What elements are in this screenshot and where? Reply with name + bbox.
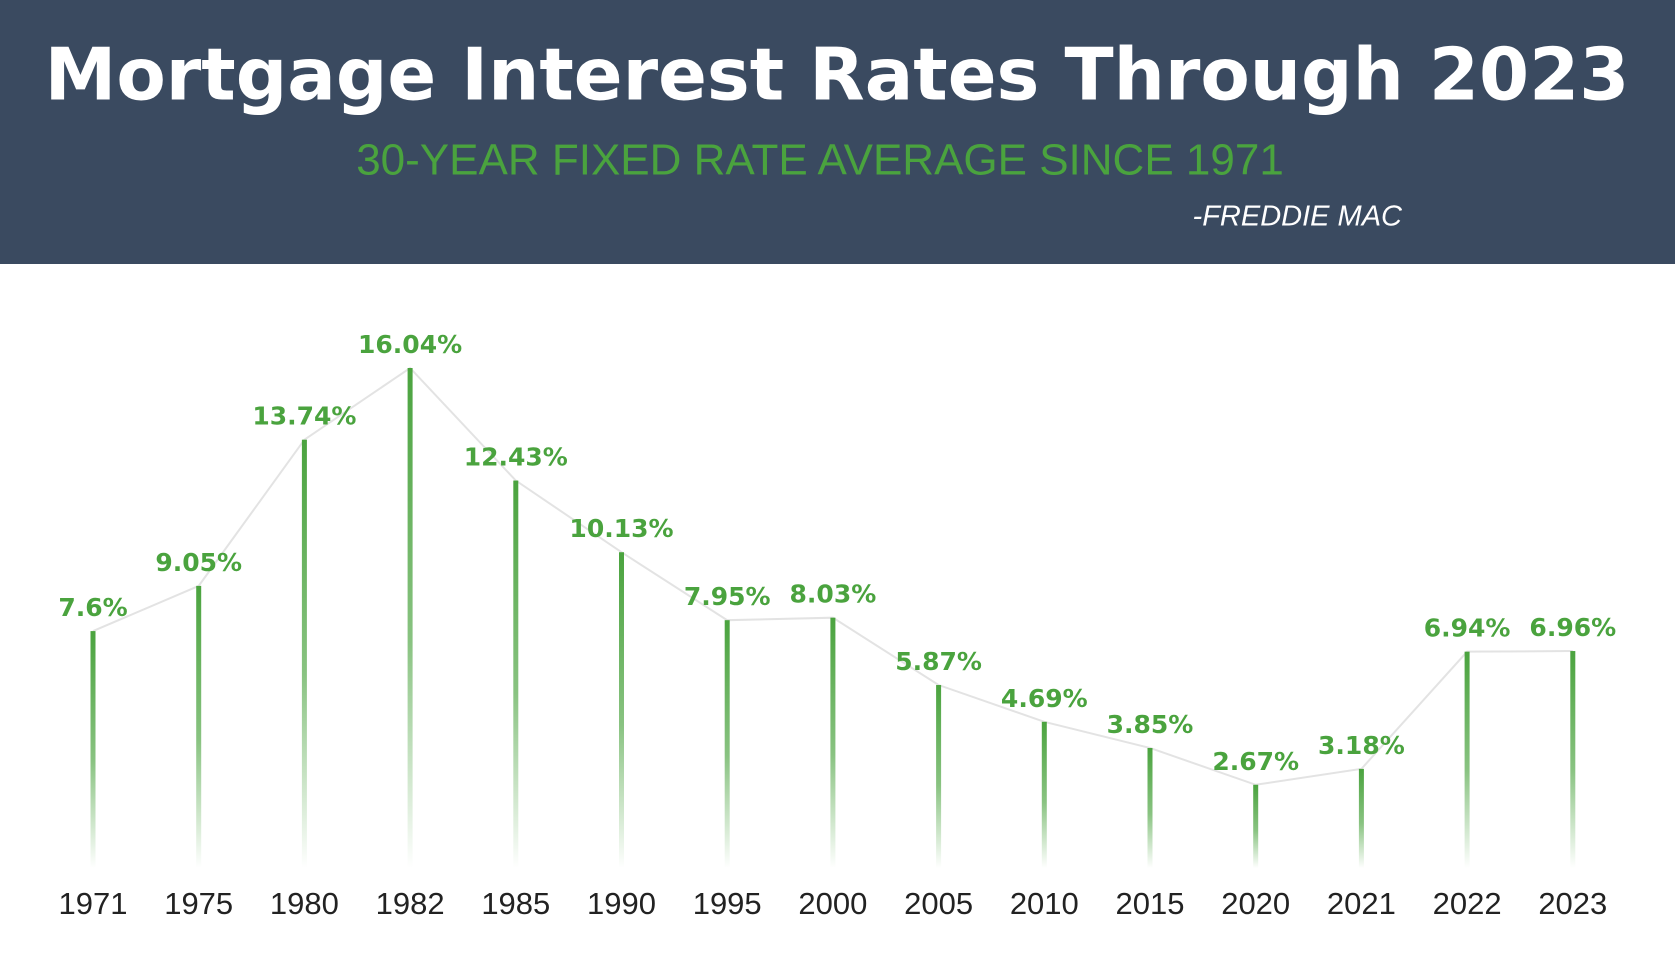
bar xyxy=(1570,651,1576,868)
bar xyxy=(619,552,624,868)
x-tick-label: 2015 xyxy=(1116,886,1185,921)
value-label: 3.85% xyxy=(1107,710,1194,739)
x-tick-label: 2005 xyxy=(904,886,973,921)
bar xyxy=(1464,651,1470,868)
x-tick-label: 2000 xyxy=(798,886,867,921)
value-label: 2.67% xyxy=(1212,747,1299,776)
value-label: 10.13% xyxy=(569,514,673,543)
header-band xyxy=(0,0,1675,264)
x-tick-label: 2010 xyxy=(1010,886,1079,921)
x-tick-label: 2023 xyxy=(1538,886,1607,921)
value-label: 13.74% xyxy=(252,402,356,431)
bar xyxy=(724,620,730,868)
trend-line xyxy=(92,366,1573,786)
value-label: 7.95% xyxy=(684,582,771,611)
value-label: 7.6% xyxy=(58,593,127,622)
chart-subtitle: 30-YEAR FIXED RATE AVERAGE SINCE 1971 xyxy=(356,136,1284,185)
bar xyxy=(936,685,942,868)
bar xyxy=(196,585,202,868)
value-label: 16.04% xyxy=(358,330,462,359)
value-label: 12.43% xyxy=(464,443,568,472)
bar xyxy=(1358,768,1364,868)
value-label: 9.05% xyxy=(155,548,242,577)
bar xyxy=(1147,747,1153,868)
bar xyxy=(90,631,96,868)
x-tick-label: 1985 xyxy=(481,886,550,921)
x-tick-label: 1995 xyxy=(693,886,762,921)
chart-title: Mortgage Interest Rates Through 2023 xyxy=(45,33,1630,117)
source: -FREDDIE MAC xyxy=(1193,201,1404,233)
value-label: 6.94% xyxy=(1424,614,1511,643)
x-tick-label: 2020 xyxy=(1221,886,1290,921)
bar xyxy=(301,439,307,868)
x-tick-label: 1980 xyxy=(270,886,339,921)
bar xyxy=(407,368,413,868)
value-label: 5.87% xyxy=(895,647,982,676)
value-label: 4.69% xyxy=(1001,684,1088,713)
value-label: 3.18% xyxy=(1318,731,1405,760)
x-tick-label: 1971 xyxy=(59,886,128,921)
bar xyxy=(1041,721,1047,868)
bar xyxy=(1253,784,1259,868)
bar xyxy=(513,480,519,868)
value-label: 8.03% xyxy=(790,580,877,609)
x-tick-label: 2022 xyxy=(1433,886,1502,921)
value-label: 6.96% xyxy=(1529,613,1616,642)
x-tick-label: 1990 xyxy=(587,886,656,921)
x-tick-label: 1982 xyxy=(376,886,445,921)
x-tick-label: 1975 xyxy=(164,886,233,921)
x-tick-label: 2021 xyxy=(1327,886,1396,921)
bar xyxy=(830,617,836,868)
